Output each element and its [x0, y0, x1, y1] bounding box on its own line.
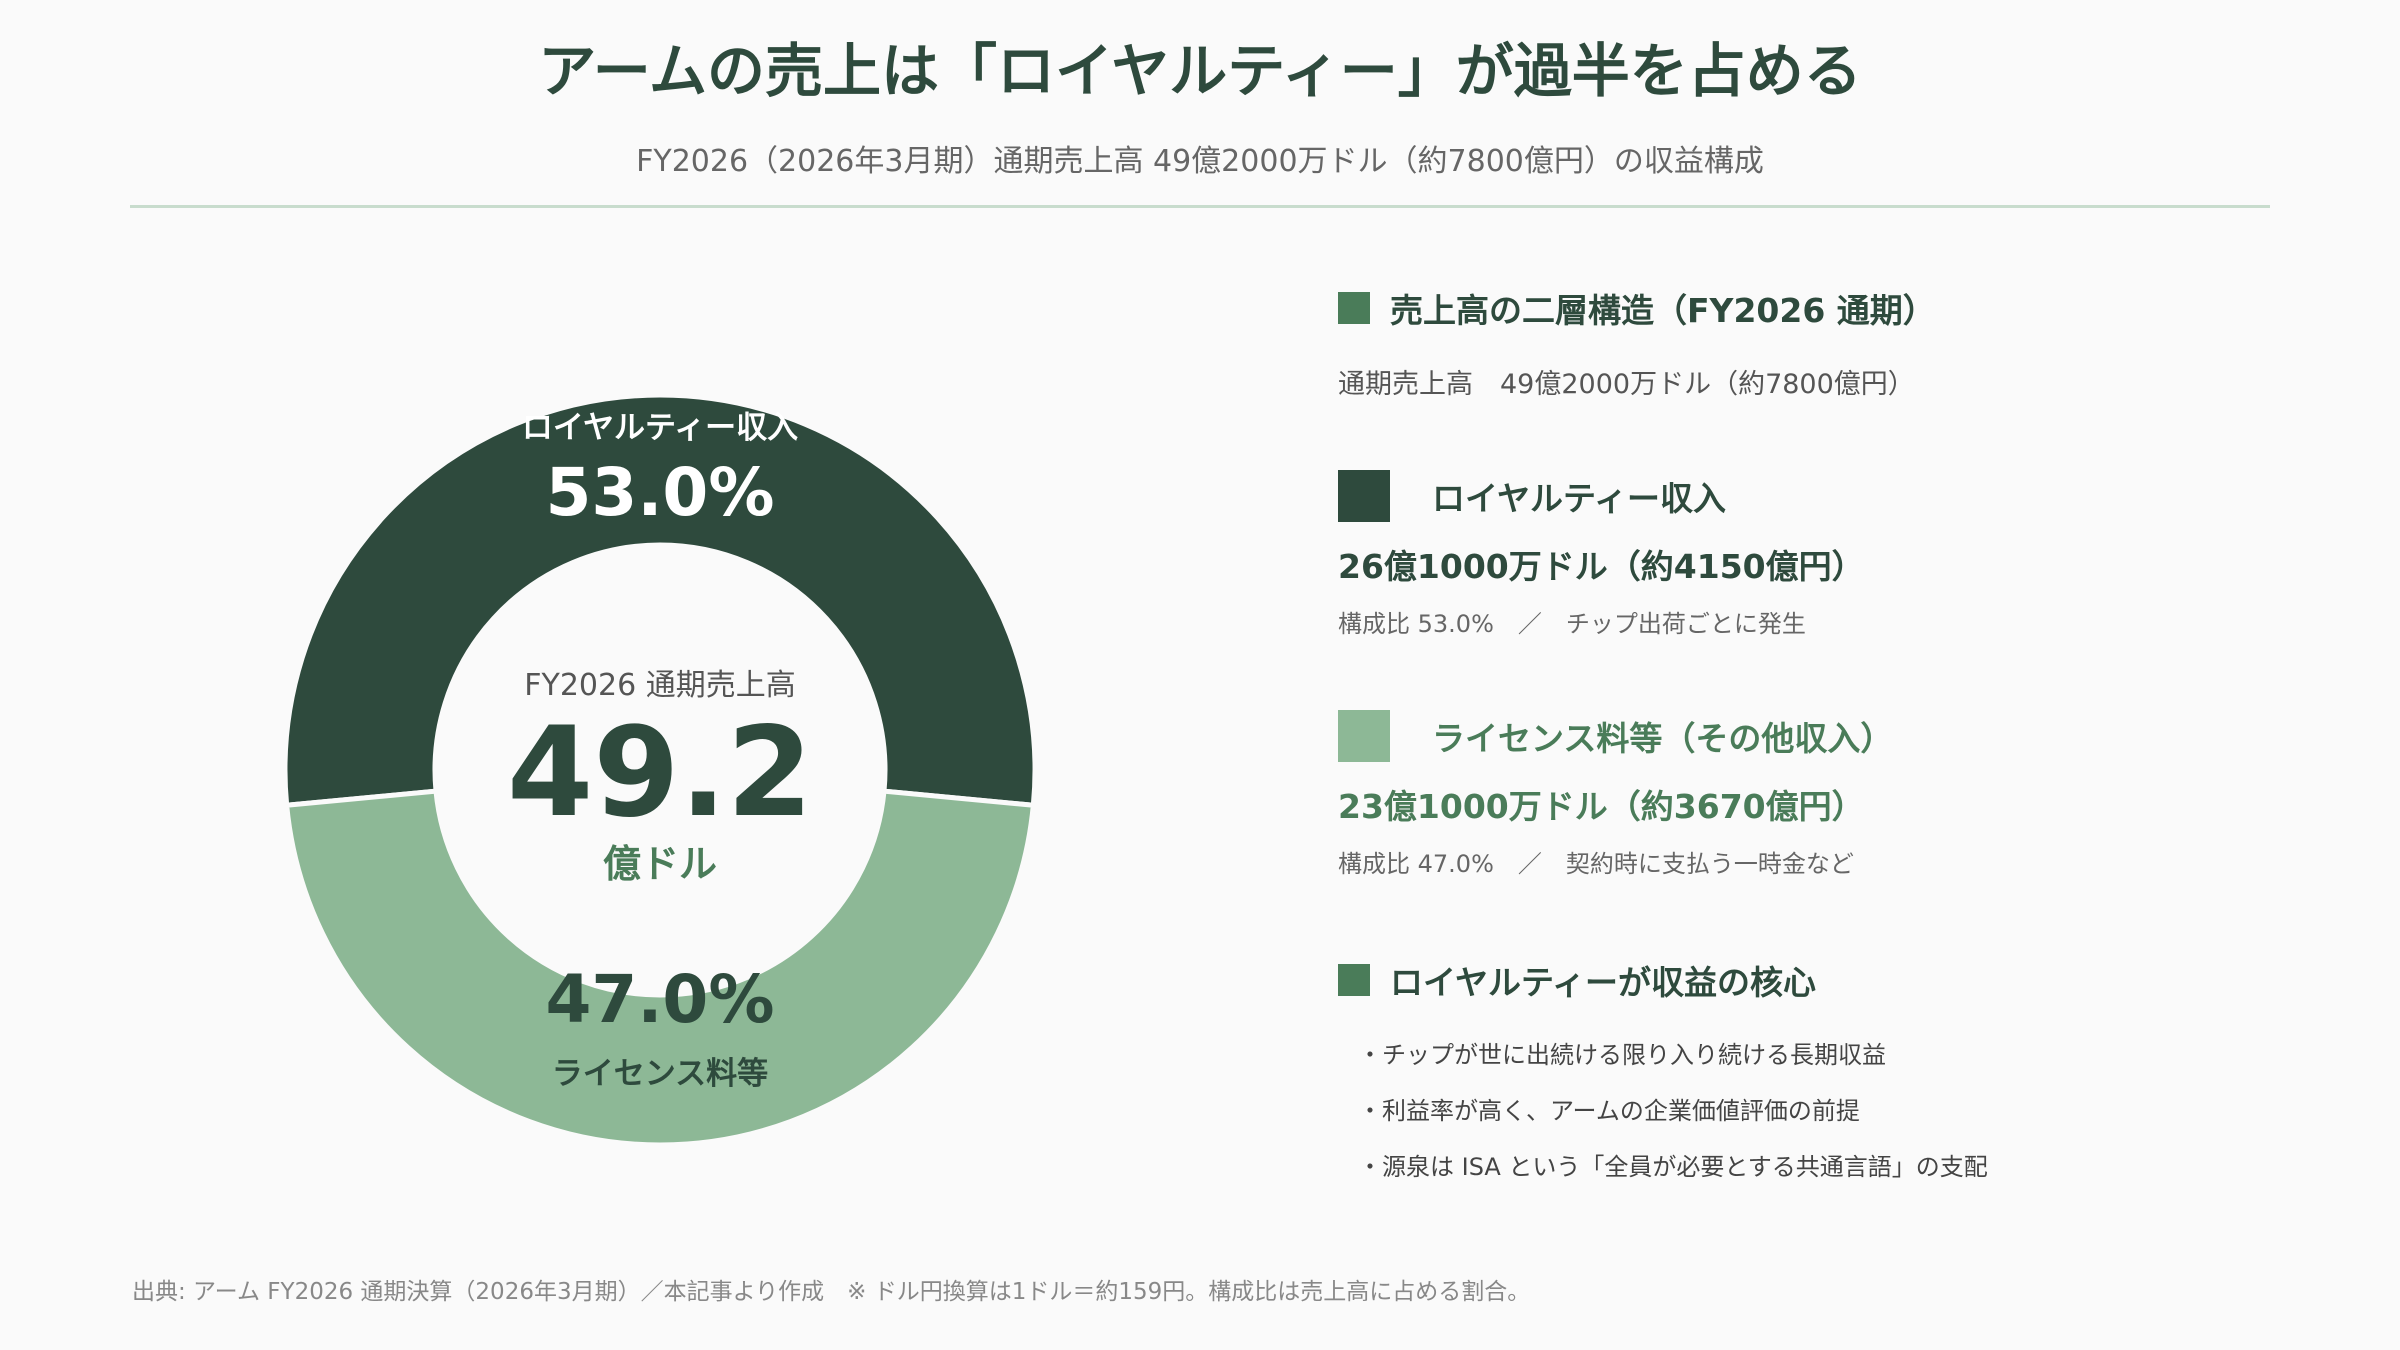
royalty-heading: ロイヤルティー収入 [1338, 470, 1726, 522]
page-subtitle: FY2026（2026年3月期）通期売上高 49億2000万ドル（約7800億円… [636, 144, 1764, 179]
slice-percent-license: 47.0% [546, 961, 775, 1038]
structure-heading: 売上高の二層構造（FY2026 通期） [1338, 284, 1936, 332]
donut-slice-royalty [282, 392, 1038, 809]
slice-label-license: ライセンス料等 [552, 1056, 768, 1092]
core-bullet-1: ・チップが世に出続ける限り入り続ける長期収益 [1358, 1041, 1886, 1069]
donut-chart: FY2026 通期売上高 49.2 億ドル ロイヤルティー収入 53.0% 47… [282, 392, 1038, 1148]
donut-slices [282, 392, 1038, 1148]
license-heading-text: ライセンス料等（その他収入） [1432, 719, 1894, 758]
center-caption: FY2026 通期売上高 [524, 668, 795, 703]
center-value: 49.2 [507, 701, 813, 845]
structure-marker [1338, 292, 1370, 324]
slice-label-royalty: ロイヤルティー収入 [522, 410, 798, 446]
core-marker [1338, 964, 1370, 996]
license-heading: ライセンス料等（その他収入） [1338, 710, 1893, 762]
source-footnote: 出典: アーム FY2026 通期決算（2026年3月期）／本記事より作成 ※ … [132, 1279, 1531, 1305]
license-legend-swatch [1338, 710, 1390, 762]
core-heading: ロイヤルティーが収益の核心 [1338, 956, 1816, 1004]
core-bullet-3: ・源泉は ISA という「全員が必要とする共通言語」の支配 [1358, 1153, 1988, 1181]
structure-total: 通期売上高 49億2000万ドル（約7800億円） [1338, 369, 1915, 400]
license-note: 構成比 47.0% ／ 契約時に支払う一時金など [1338, 850, 1854, 878]
slice-percent-royalty: 53.0% [546, 454, 775, 531]
royalty-note: 構成比 53.0% ／ チップ出荷ごとに発生 [1338, 610, 1806, 638]
structure-heading-text: 売上高の二層構造（FY2026 通期） [1390, 291, 1936, 330]
donut-slice-license [283, 788, 1037, 1148]
core-heading-text: ロイヤルティーが収益の核心 [1390, 963, 1817, 1002]
license-amount: 23億1000万ドル（約3670億円） [1338, 787, 1865, 826]
divider [130, 205, 2270, 208]
royalty-amount: 26億1000万ドル（約4150億円） [1338, 547, 1865, 586]
royalty-legend-swatch [1338, 470, 1390, 522]
center-unit: 億ドル [603, 842, 717, 886]
core-bullet-2: ・利益率が高く、アームの企業価値評価の前提 [1358, 1097, 1860, 1125]
page-title: アームの売上は「ロイヤルティー」が過半を占める [538, 37, 1862, 105]
royalty-heading-text: ロイヤルティー収入 [1432, 479, 1727, 518]
